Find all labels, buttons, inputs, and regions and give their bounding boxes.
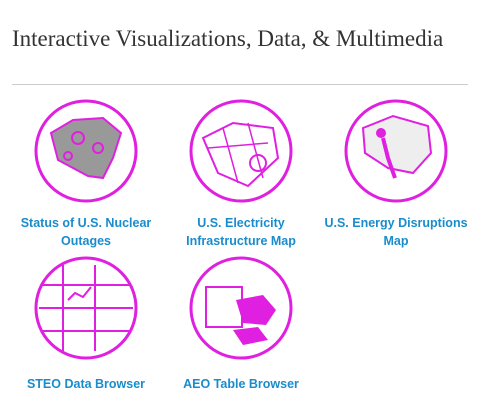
- section-title: Interactive Visualizations, Data, & Mult…: [12, 26, 444, 51]
- disruptions-map-link[interactable]: U.S. Energy Disruptions Map: [321, 98, 471, 250]
- icon: [344, 99, 448, 203]
- aeo-browser-link[interactable]: AEO Table Browser: [166, 255, 316, 393]
- steo-browser-link[interactable]: STEO Data Browser: [11, 255, 161, 393]
- icon: [189, 256, 293, 360]
- icon: [34, 99, 138, 203]
- item-label: STEO Data Browser: [26, 377, 146, 391]
- item-label: U.S. Energy Disruptions Map: [324, 216, 468, 248]
- electricity-map-link[interactable]: U.S. Electricity Infrastructure Map: [166, 98, 316, 250]
- icon: [189, 99, 293, 203]
- item-label: AEO Table Browser: [183, 377, 299, 391]
- divider: [12, 84, 468, 85]
- nuclear-outages-link[interactable]: Status of U.S. Nuclear Outages: [11, 98, 161, 250]
- icon: [34, 256, 138, 360]
- item-label: U.S. Electricity Infrastructure Map: [186, 216, 296, 248]
- item-label: Status of U.S. Nuclear Outages: [20, 216, 152, 248]
